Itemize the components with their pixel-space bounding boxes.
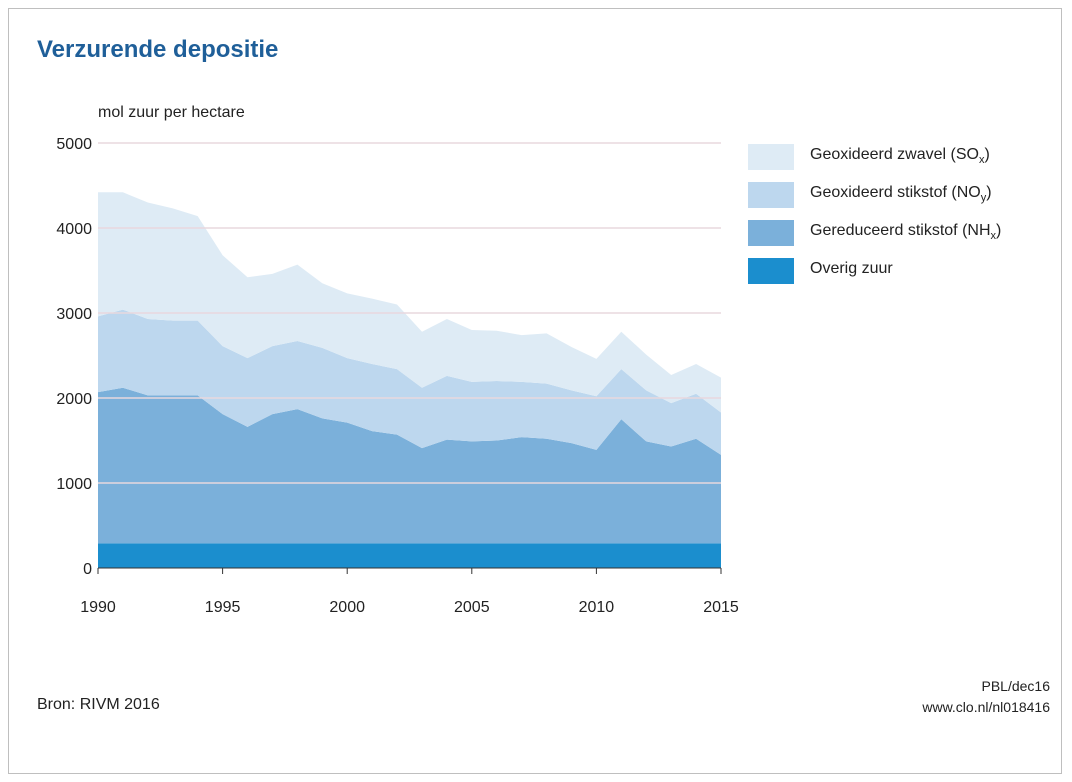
credit-code: PBL/dec16 [981,678,1051,694]
y-tick-label-3000: 3000 [56,306,92,323]
area-series-2 [98,309,721,455]
x-tick-label-2015: 2015 [703,599,739,616]
y-axis-label: mol zuur per hectare [98,104,245,121]
legend-swatch-nhx [748,220,794,246]
x-tick-label-1995: 1995 [205,599,241,616]
area-series-3 [98,192,721,413]
y-tick-label-1000: 1000 [56,476,92,493]
legend-swatch-overig [748,258,794,284]
source-note: Bron: RIVM 2016 [37,696,160,713]
x-tick-label-2010: 2010 [579,599,615,616]
y-tick-label-0: 0 [83,561,92,578]
legend-label-noy: Geoxideerd stikstof (NOy) [810,184,992,205]
x-tick-label-1990: 1990 [80,599,116,616]
legend-label-sox: Geoxideerd zwavel (SOx) [810,146,990,167]
x-tick-label-2005: 2005 [454,599,490,616]
y-tick-label-2000: 2000 [56,391,92,408]
legend-label-overig: Overig zuur [810,260,893,277]
y-tick-label-4000: 4000 [56,221,92,238]
legend-swatch-sox [748,144,794,170]
legend-swatch-noy [748,182,794,208]
credit-url: www.clo.nl/nl018416 [922,699,1050,715]
x-tick-label-2000: 2000 [329,599,365,616]
credits: PBL/dec16 www.clo.nl/nl018416 [922,676,1050,718]
area-series-0 [98,543,721,568]
y-tick-label-5000: 5000 [56,136,92,153]
chart-title: Verzurende depositie [37,36,279,63]
legend-label-nhx: Gereduceerd stikstof (NHx) [810,222,1002,243]
area-series-1 [98,387,721,544]
